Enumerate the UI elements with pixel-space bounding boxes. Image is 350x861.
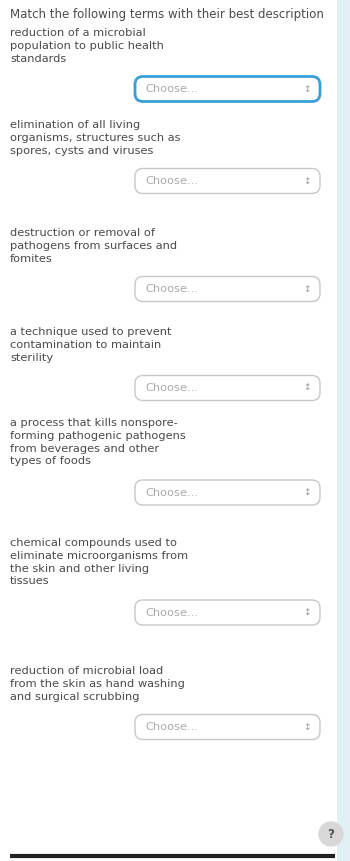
Text: ?: ? bbox=[328, 827, 335, 840]
Text: Match the following terms with their best description: Match the following terms with their bes… bbox=[10, 8, 324, 21]
Text: destruction or removal of
pathogens from surfaces and
fomites: destruction or removal of pathogens from… bbox=[10, 228, 177, 263]
FancyBboxPatch shape bbox=[135, 375, 320, 400]
Circle shape bbox=[319, 822, 343, 846]
Text: ↕: ↕ bbox=[303, 284, 311, 294]
Text: ↕: ↕ bbox=[303, 177, 311, 185]
FancyBboxPatch shape bbox=[135, 480, 320, 505]
FancyBboxPatch shape bbox=[135, 169, 320, 194]
Text: Choose...: Choose... bbox=[145, 487, 198, 498]
Text: Choose...: Choose... bbox=[145, 284, 198, 294]
Text: a technique used to prevent
contamination to maintain
sterility: a technique used to prevent contaminatio… bbox=[10, 327, 172, 362]
Text: ↕: ↕ bbox=[303, 383, 311, 393]
Text: reduction of microbial load
from the skin as hand washing
and surgical scrubbing: reduction of microbial load from the ski… bbox=[10, 666, 185, 702]
Text: Choose...: Choose... bbox=[145, 608, 198, 617]
FancyBboxPatch shape bbox=[135, 77, 320, 102]
Text: ↕: ↕ bbox=[303, 608, 311, 617]
Text: reduction of a microbial
population to public health
standards: reduction of a microbial population to p… bbox=[10, 28, 164, 64]
FancyBboxPatch shape bbox=[135, 276, 320, 301]
Text: Choose...: Choose... bbox=[145, 176, 198, 186]
Text: Choose...: Choose... bbox=[145, 84, 198, 94]
Text: chemical compounds used to
eliminate microorganisms from
the skin and other livi: chemical compounds used to eliminate mic… bbox=[10, 538, 188, 586]
FancyBboxPatch shape bbox=[135, 600, 320, 625]
Text: ↕: ↕ bbox=[303, 488, 311, 497]
Text: a process that kills nonspore-
forming pathogenic pathogens
from beverages and o: a process that kills nonspore- forming p… bbox=[10, 418, 186, 467]
Text: Choose...: Choose... bbox=[145, 722, 198, 732]
FancyBboxPatch shape bbox=[337, 0, 350, 861]
Text: Choose...: Choose... bbox=[145, 383, 198, 393]
Text: ↕: ↕ bbox=[303, 722, 311, 732]
FancyBboxPatch shape bbox=[135, 715, 320, 740]
Text: ↕: ↕ bbox=[303, 84, 311, 94]
Text: elimination of all living
organisms, structures such as
spores, cysts and viruse: elimination of all living organisms, str… bbox=[10, 120, 181, 156]
